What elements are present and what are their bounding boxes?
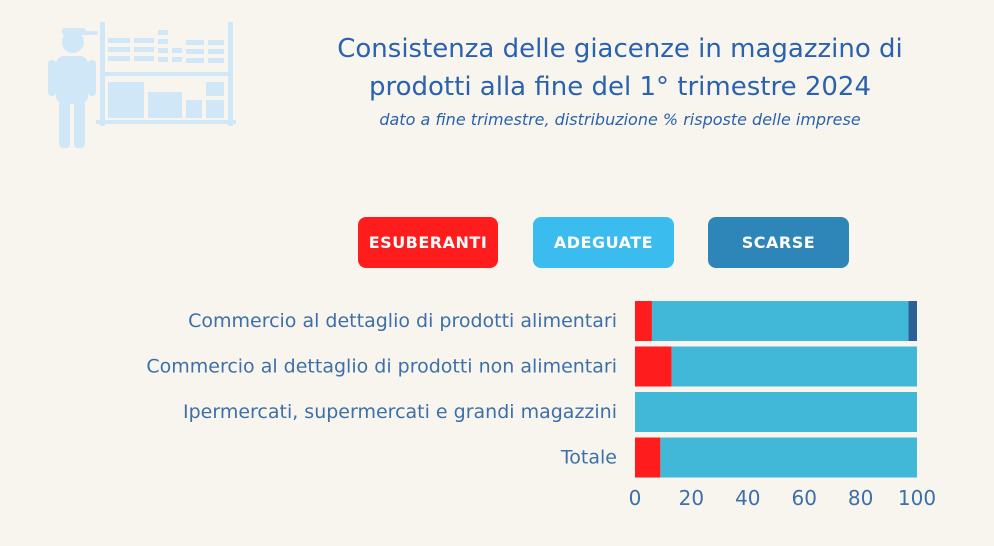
bar-adeguate-3 <box>660 437 917 478</box>
x-tick-label: 80 <box>848 486 873 510</box>
category-label: Commercio al dettaglio di prodotti non a… <box>146 356 617 378</box>
bar-adeguate-0 <box>651 301 909 341</box>
legend-adeguate: ADEGUATE <box>533 217 674 268</box>
chart-subtitle: dato a fine trimestre, distribuzione % r… <box>379 110 861 129</box>
category-label: Ipermercati, supermercati e grandi magaz… <box>183 401 617 423</box>
legend-esuberanti: ESUBERANTI <box>358 217 498 268</box>
bar-adeguate-2 <box>635 392 917 432</box>
category-label: Commercio al dettaglio di prodotti alime… <box>188 310 617 332</box>
bar-scarse-0 <box>908 301 917 341</box>
legend-scarse: SCARSE <box>708 217 849 268</box>
chart-title-line-2: prodotti alla fine del 1° trimestre 2024 <box>368 72 872 102</box>
x-tick-label: 100 <box>898 486 936 510</box>
chart-title-line-1: Consistenza delle giacenze in magazzino … <box>337 34 903 64</box>
bar-esuberanti-0 <box>635 301 652 341</box>
x-tick-label: 40 <box>735 486 760 510</box>
x-tick-label: 60 <box>791 486 816 510</box>
chart-title: Consistenza delle giacenze in magazzino … <box>270 30 970 106</box>
category-label: Totale <box>560 447 617 469</box>
bar-esuberanti-3 <box>635 437 661 478</box>
bar-adeguate-1 <box>671 346 917 387</box>
x-tick-label: 20 <box>679 486 704 510</box>
x-tick-label: 0 <box>629 486 642 510</box>
bar-esuberanti-1 <box>635 346 672 387</box>
warehouse-worker-shelves-icon <box>48 22 236 148</box>
